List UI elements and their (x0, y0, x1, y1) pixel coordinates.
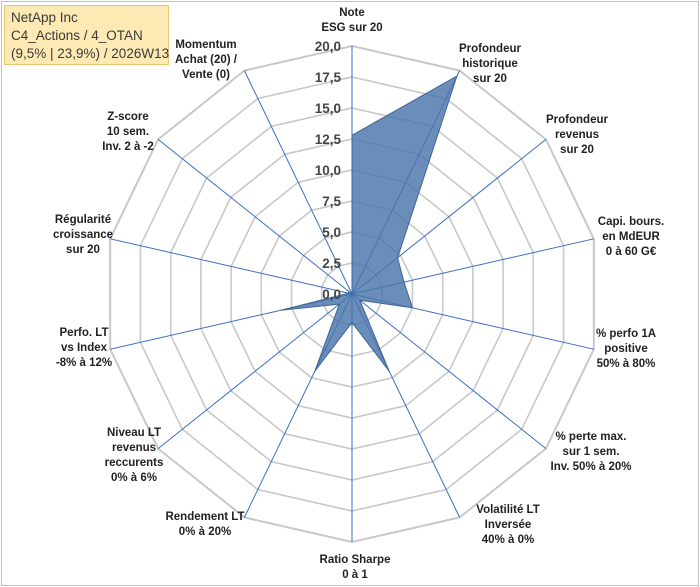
chart-title-box: NetApp Inc C4_Actions / 4_OTAN (9,5% | 2… (4, 5, 169, 65)
axis-label-11-line-2: sur 20 (66, 244, 100, 256)
axis-label-10: Perfo. LT vs Index -8% à 12% (56, 327, 112, 369)
axis-label-8-line-0: Rendement LT (165, 511, 244, 523)
spoke-12 (157, 139, 353, 295)
tick-label-3: 7,5 (322, 194, 341, 209)
axis-label-9-line-0: Niveau LT (107, 427, 161, 439)
axis-label-7-line-0: Ratio Sharpe (320, 554, 391, 566)
axis-label-3: Capi. bours. en MdEUR 0 à 60 G€ (598, 216, 664, 258)
title-line-company: NetApp Inc (11, 10, 78, 25)
axis-label-5: % perte max. sur 1 sem. Inv. 50% à 20% (551, 431, 632, 473)
axis-label-5-line-0: % perte max. (556, 431, 627, 443)
axis-label-5-line-1: sur 1 sem. (563, 446, 620, 458)
axis-label-6: Volatilité LT Inversée 40% à 0% (476, 504, 539, 546)
axis-label-9-line-2: reccurents (105, 457, 164, 469)
axis-label-6-line-1: Inversée (485, 519, 532, 531)
tick-label-7: 17,5 (315, 70, 342, 85)
axis-label-8-line-1: 0% à 20% (179, 526, 231, 538)
axis-label-6-line-0: Volatilité LT (476, 504, 539, 516)
axis-label-4-line-0: % perfo 1A (596, 328, 656, 340)
spoke-11 (110, 238, 353, 295)
axis-label-0: Note ESG sur 20 (321, 7, 382, 34)
series-area (280, 75, 458, 372)
axis-label-13-line-0: Momentum (175, 39, 236, 51)
axis-label-2-line-2: sur 20 (560, 144, 594, 156)
tick-label-1: 2,5 (322, 256, 341, 271)
axis-label-4-line-2: 50% à 80% (597, 358, 656, 370)
axis-label-13-line-2: Vente (0) (182, 69, 230, 81)
axis-label-10-line-2: -8% à 12% (56, 357, 112, 369)
radar-tick-labels: 0,0 2,5 5,0 7,5 10,0 12,5 15,0 17,5 20,0 (315, 39, 342, 302)
axis-label-0-line-1: ESG sur 20 (321, 22, 382, 34)
axis-label-6-line-2: 40% à 0% (482, 534, 534, 546)
axis-label-1: Profondeur historique sur 20 (459, 43, 521, 85)
axis-label-1-line-1: historique (462, 58, 518, 70)
axis-label-10-line-1: vs Index (61, 342, 108, 354)
axis-label-11-line-0: Régularité (55, 214, 111, 226)
axis-label-1-line-0: Profondeur (459, 43, 521, 55)
axis-label-4: % perfo 1A positive 50% à 80% (596, 328, 656, 370)
axis-label-13: Momentum Achat (20) / Vente (0) (175, 39, 238, 81)
axis-label-0-line-0: Note (339, 7, 365, 19)
radar-series (280, 75, 458, 372)
axis-label-2: Profondeur revenus sur 20 (546, 114, 608, 156)
axis-label-9: Niveau LT revenus reccurents 0% à 6% (105, 427, 164, 484)
axis-label-2-line-0: Profondeur (546, 114, 608, 126)
tick-label-6: 15,0 (315, 101, 341, 116)
spoke-13 (243, 70, 353, 295)
title-line-category: C4_Actions / 4_OTAN (11, 28, 143, 43)
title-line-stats: (9,5% | 23,9%) / 2026W13 (11, 46, 170, 61)
spoke-5 (351, 293, 547, 449)
spoke-9 (157, 293, 353, 449)
tick-label-0: 0,0 (322, 287, 341, 302)
tick-label-5: 12,5 (315, 132, 342, 147)
axis-label-12: Z-score 10 sem. Inv. 2 à -2 (102, 111, 154, 153)
axis-label-5-line-2: Inv. 50% à 20% (551, 461, 632, 473)
axis-label-10-line-0: Perfo. LT (60, 327, 109, 339)
axis-label-12-line-0: Z-score (107, 111, 149, 123)
axis-label-9-line-3: 0% à 6% (111, 472, 157, 484)
axis-label-12-line-2: Inv. 2 à -2 (102, 141, 154, 153)
radar-axis-labels: Note ESG sur 20 Profondeur historique sur 20… (53, 7, 664, 581)
axis-label-4-line-1: positive (604, 343, 647, 355)
tick-label-2: 5,0 (322, 225, 341, 240)
axis-label-3-line-2: 0 à 60 G€ (606, 246, 657, 258)
axis-label-7-line-1: 0 à 1 (342, 569, 368, 581)
axis-label-1-line-2: sur 20 (473, 73, 507, 85)
axis-label-2-line-1: revenus (555, 129, 599, 141)
axis-label-3-line-0: Capi. bours. (598, 216, 664, 228)
axis-label-11-line-1: croissance (53, 229, 113, 241)
tick-label-4: 10,0 (315, 163, 341, 178)
axis-label-3-line-1: en MdEUR (602, 231, 660, 243)
axis-label-8: Rendement LT 0% à 20% (165, 511, 244, 538)
axis-label-7: Ratio Sharpe 0 à 1 (320, 554, 391, 581)
axis-label-12-line-1: 10 sem. (107, 126, 149, 138)
axis-label-11: Régularité croissance sur 20 (53, 214, 113, 256)
tick-label-8: 20,0 (315, 39, 341, 54)
axis-label-13-line-1: Achat (20) / (175, 54, 238, 66)
axis-label-9-line-1: revenus (112, 442, 156, 454)
